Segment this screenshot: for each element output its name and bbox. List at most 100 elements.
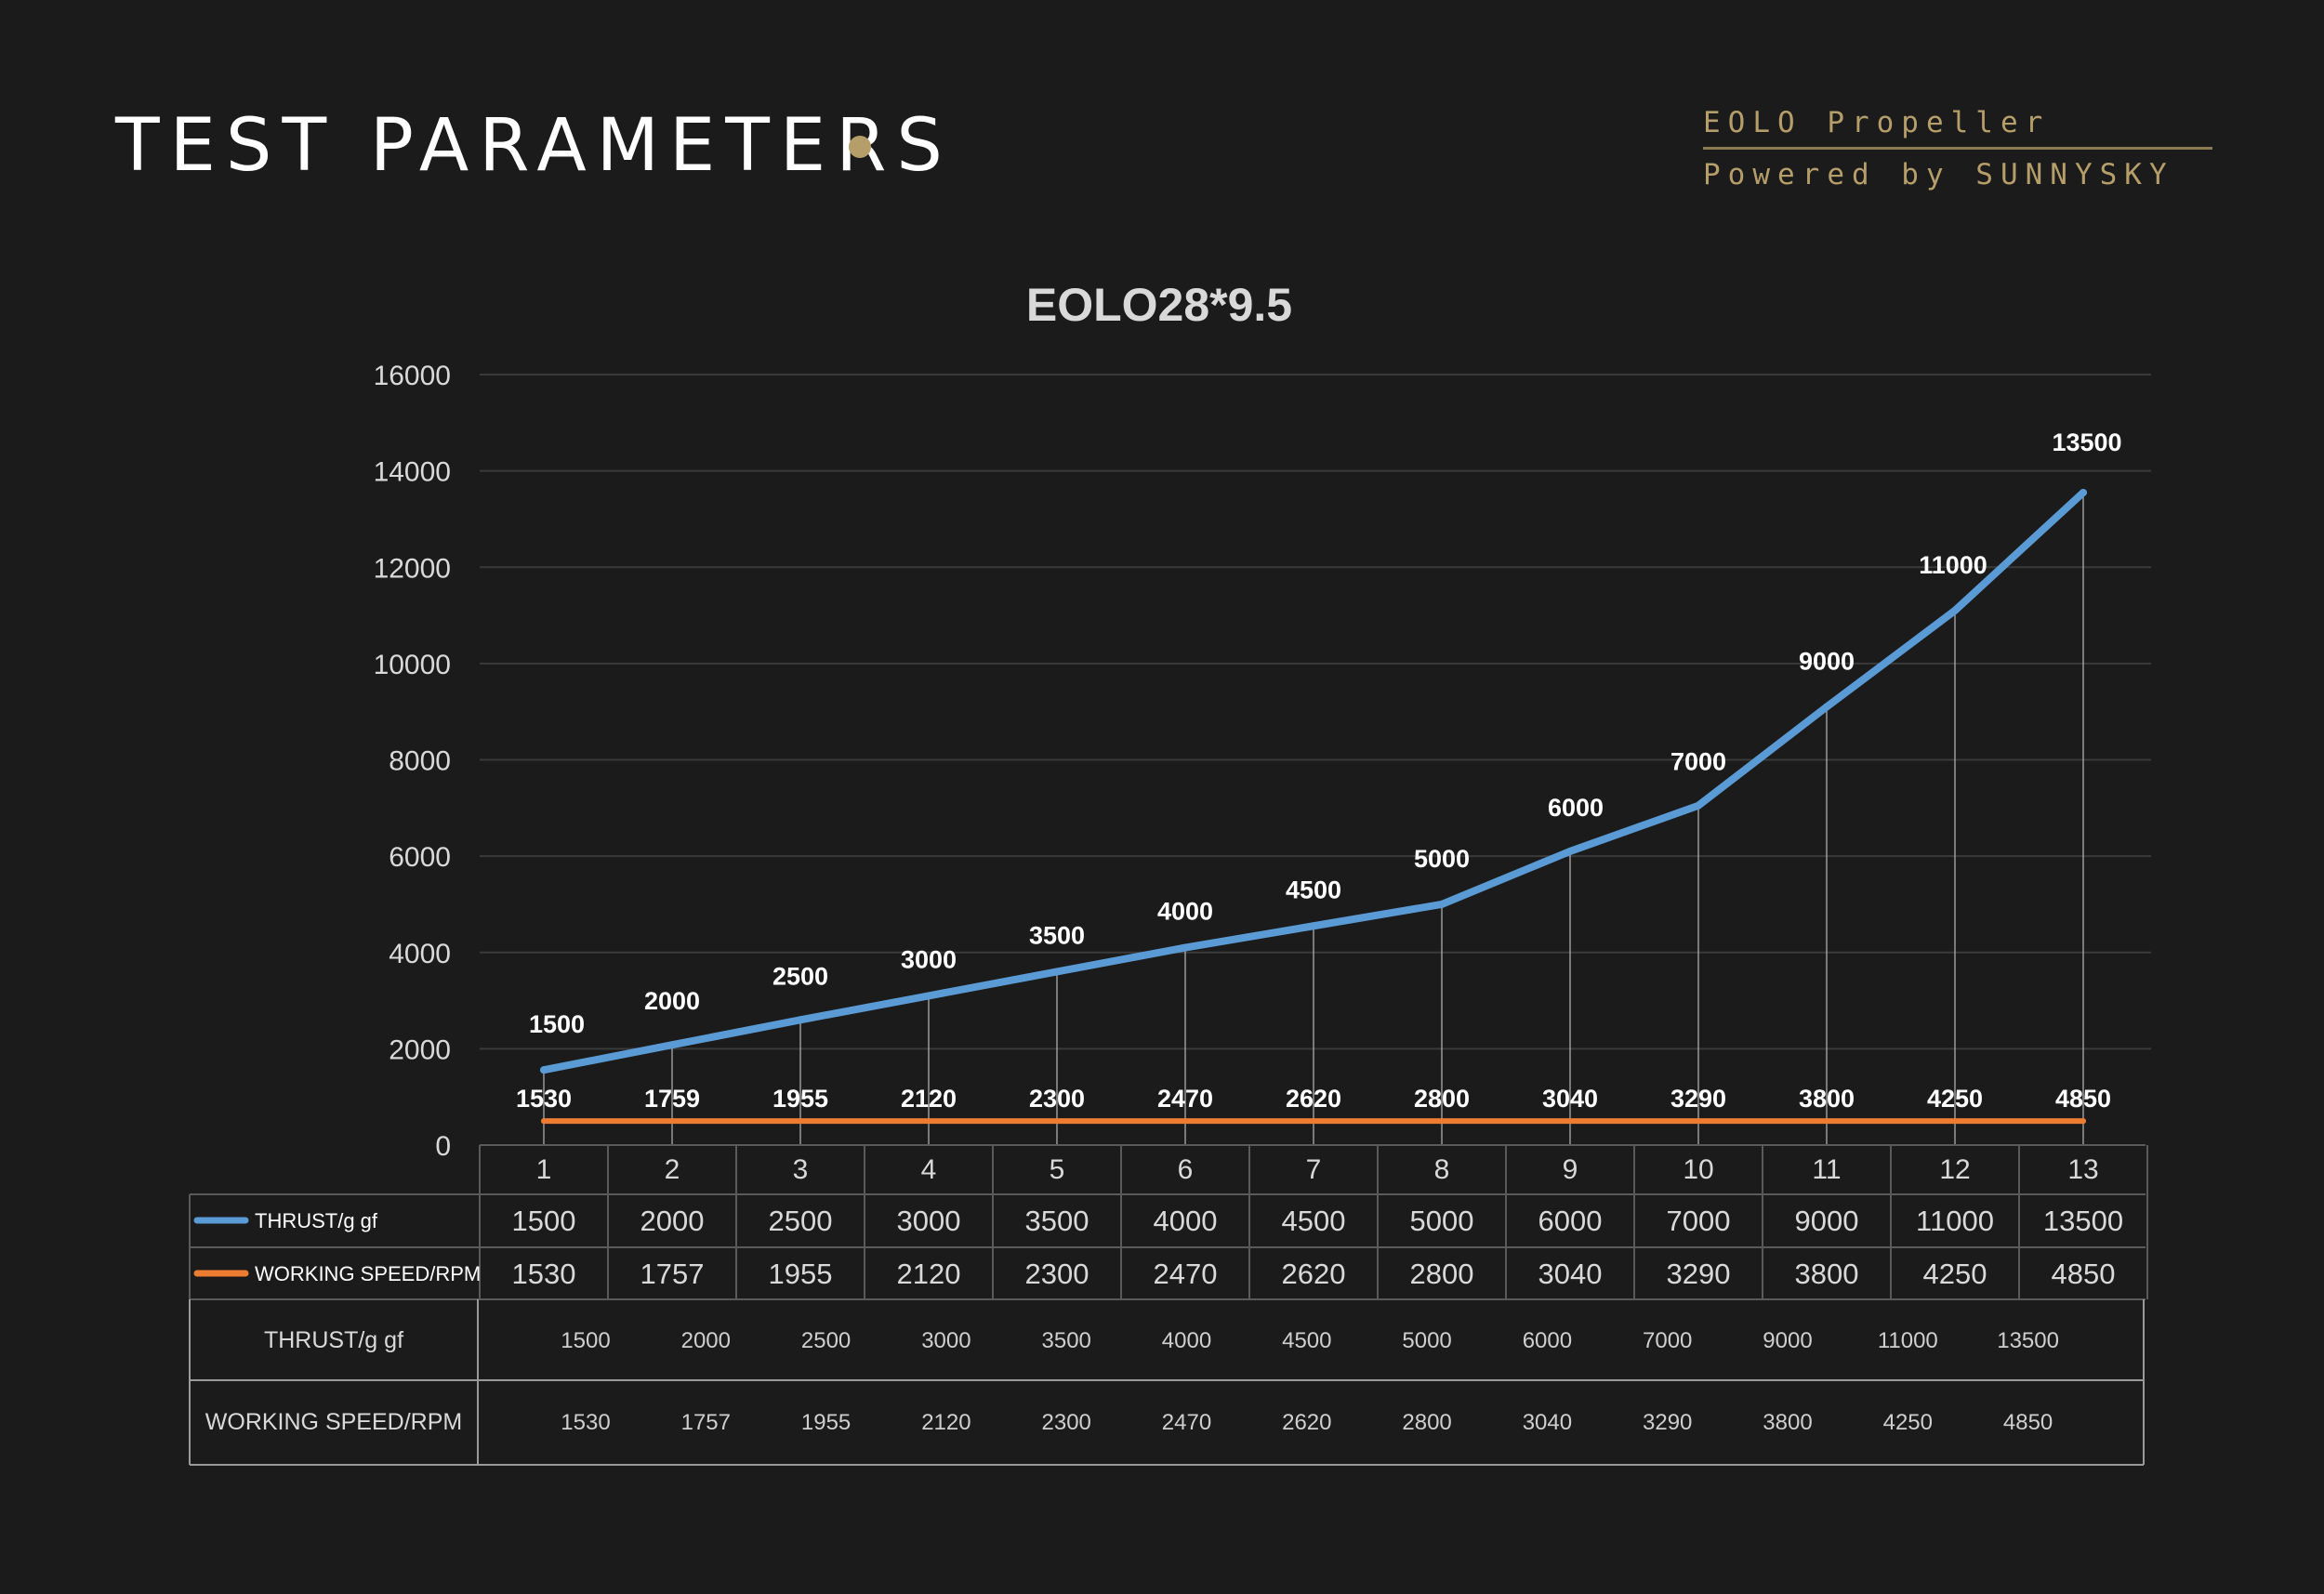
- speed-data-label: 3040: [1542, 1085, 1598, 1113]
- table-cell: 2000: [640, 1205, 705, 1237]
- table-row-label: THRUST/g gf: [255, 1209, 378, 1232]
- thrust-data-label: 6000: [1548, 794, 1604, 822]
- summary-cell: 1530: [561, 1410, 610, 1435]
- summary-row-label: WORKING SPEED/RPM: [205, 1409, 462, 1435]
- speed-data-label: 1530: [516, 1085, 572, 1113]
- summary-cell: 3000: [921, 1328, 971, 1353]
- speed-data-label: 1955: [772, 1085, 828, 1113]
- summary-cell: 2300: [1042, 1410, 1091, 1435]
- x-tick-label: 3: [793, 1154, 809, 1185]
- summary-cell: 3800: [1763, 1410, 1812, 1435]
- table-cell: 4250: [1923, 1258, 1987, 1290]
- summary-cell: 1500: [561, 1328, 610, 1353]
- table-cell: 1500: [512, 1205, 576, 1237]
- thrust-point: [1182, 943, 1189, 952]
- summary-cell: 11000: [1878, 1328, 1938, 1353]
- y-tick-label: 14000: [374, 457, 451, 488]
- table-cell: 9000: [1795, 1205, 1859, 1237]
- brand-tagline: Powered by SUNNYSKY: [1703, 158, 2174, 191]
- x-tick-label: 5: [1050, 1154, 1065, 1185]
- summary-cell: 2620: [1282, 1410, 1331, 1435]
- x-tick-label: 1: [536, 1154, 552, 1185]
- table-cell: 2120: [897, 1258, 961, 1290]
- x-tick-label: 9: [1563, 1154, 1578, 1185]
- thrust-data-label: 1500: [529, 1010, 585, 1038]
- thrust-point: [797, 1016, 804, 1024]
- table-cell: 2500: [769, 1205, 833, 1237]
- summary-cell: 2500: [801, 1328, 851, 1353]
- speed-data-label: 4850: [2055, 1085, 2111, 1113]
- table-cell: 2800: [1410, 1258, 1474, 1290]
- table-cell: 3290: [1667, 1258, 1731, 1290]
- speed-data-label: 3800: [1799, 1085, 1855, 1113]
- speed-data-label: 2300: [1029, 1085, 1085, 1113]
- speed-point: [1696, 1118, 1701, 1125]
- table-cell: 7000: [1667, 1205, 1731, 1237]
- table-cell: 2300: [1025, 1258, 1089, 1290]
- x-tick-label: 6: [1178, 1154, 1194, 1185]
- thrust-data-label: 9000: [1799, 648, 1855, 676]
- summary-cell: 5000: [1402, 1328, 1451, 1353]
- summary-cell: 4000: [1162, 1328, 1211, 1353]
- thrust-point: [1695, 801, 1702, 810]
- x-tick-label: 10: [1683, 1154, 1713, 1185]
- speed-point: [669, 1118, 675, 1125]
- table-row-label: WORKING SPEED/RPM: [255, 1262, 481, 1285]
- table-cell: 1955: [769, 1258, 833, 1290]
- summary-cell: 2800: [1402, 1410, 1451, 1435]
- thrust-data-label: 7000: [1670, 748, 1726, 776]
- y-tick-label: 2000: [389, 1034, 451, 1065]
- thrust-point: [540, 1066, 548, 1074]
- thrust-data-label: 11000: [1919, 551, 1987, 579]
- table-cell: 2620: [1282, 1258, 1346, 1290]
- summary-cell: 3500: [1042, 1328, 1091, 1353]
- table-cell: 3500: [1025, 1205, 1089, 1237]
- thrust-point: [1310, 922, 1317, 930]
- summary-cell: 9000: [1763, 1328, 1812, 1353]
- summary-cell: 2120: [921, 1410, 971, 1435]
- thrust-data-label: 2500: [772, 962, 828, 990]
- thrust-point: [1566, 847, 1574, 855]
- y-tick-label: 0: [435, 1131, 451, 1162]
- table-cell: 4500: [1282, 1205, 1346, 1237]
- thrust-data-label: 4000: [1157, 898, 1213, 926]
- summary-cell: 1955: [801, 1410, 851, 1435]
- speed-data-label: 2800: [1414, 1085, 1470, 1113]
- table-cell: 3800: [1795, 1258, 1859, 1290]
- x-tick-label: 4: [921, 1154, 937, 1185]
- y-tick-label: 12000: [374, 553, 451, 584]
- thrust-point: [925, 992, 932, 1000]
- speed-point: [1824, 1118, 1829, 1125]
- chart-title: EOLO28*9.5: [1026, 279, 1292, 331]
- table-cell: 4850: [2052, 1258, 2116, 1290]
- thrust-point: [1438, 900, 1446, 908]
- summary-cell: 3290: [1643, 1410, 1692, 1435]
- thrust-data-label: 2000: [644, 987, 700, 1015]
- thrust-data-label: 3500: [1029, 921, 1085, 949]
- thrust-data-label: 3000: [901, 945, 957, 973]
- summary-cell: 7000: [1643, 1328, 1692, 1353]
- page-title: TEST PARAMETERS: [115, 104, 953, 188]
- summary-cell: 4250: [1883, 1410, 1933, 1435]
- speed-point: [1952, 1118, 1958, 1125]
- thrust-point: [1053, 968, 1061, 976]
- y-tick-label: 10000: [374, 650, 451, 680]
- summary-cell: 1757: [681, 1410, 731, 1435]
- speed-point: [926, 1118, 931, 1125]
- table-cell: 1757: [640, 1258, 705, 1290]
- brand-name: EOLO Propeller: [1703, 106, 2051, 139]
- y-tick-label: 8000: [389, 746, 451, 777]
- y-tick-label: 4000: [389, 939, 451, 969]
- speed-data-label: 2620: [1286, 1085, 1341, 1113]
- speed-point: [541, 1118, 547, 1125]
- y-tick-label: 6000: [389, 842, 451, 873]
- thrust-data-label: 13500: [2052, 428, 2121, 456]
- speed-data-label: 2120: [901, 1085, 957, 1113]
- summary-cell: 13500: [1997, 1328, 2059, 1353]
- x-tick-label: 7: [1306, 1154, 1322, 1185]
- x-tick-label: 11: [1812, 1154, 1841, 1185]
- x-tick-label: 8: [1434, 1154, 1450, 1185]
- speed-point: [1054, 1118, 1060, 1125]
- summary-cell: 2470: [1162, 1410, 1211, 1435]
